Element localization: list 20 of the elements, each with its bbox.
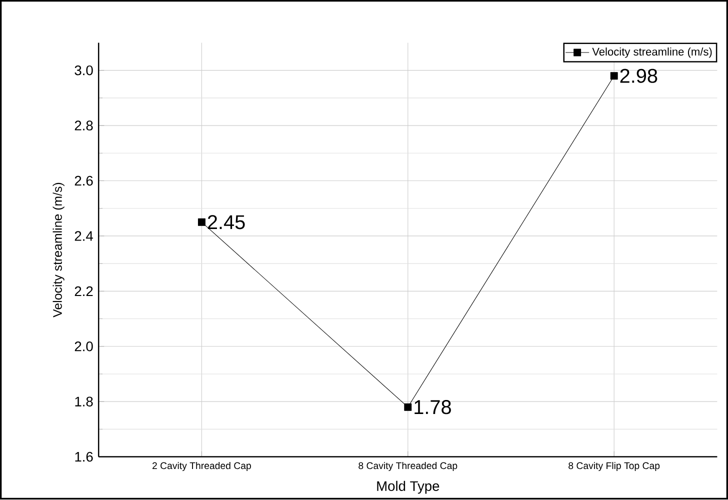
point	[198, 218, 206, 226]
y-tick-label: 2.8	[74, 120, 93, 131]
x-tick-label: 8 Cavity Threaded Cap	[358, 462, 458, 472]
y-tick-label: 3.0	[74, 66, 93, 76]
y-axis-title: Velocity streamline (m/s)	[52, 183, 64, 318]
data-label: 2.98	[620, 69, 658, 84]
x-tick-label: 8 Cavity Flip Top Cap	[568, 462, 660, 472]
x-tick-label: 2 Cavity Threaded Cap	[152, 462, 251, 472]
data-label: 2.45	[208, 215, 245, 230]
y-tick-label: 2.2	[74, 286, 93, 296]
y-tick-label: 1.8	[75, 396, 93, 407]
point	[404, 404, 412, 412]
legend-label: Velocity streamline (m/s)	[592, 48, 712, 58]
y-tick-label: 2.6	[74, 176, 93, 186]
y-tick-label: 2.4	[74, 231, 93, 242]
data-label: 1.78	[414, 400, 451, 414]
x-axis-title: Mold Type	[377, 481, 440, 494]
point	[610, 72, 618, 80]
y-tick-label: 1.6	[75, 452, 93, 462]
y-tick-label: 2.0	[74, 342, 93, 352]
